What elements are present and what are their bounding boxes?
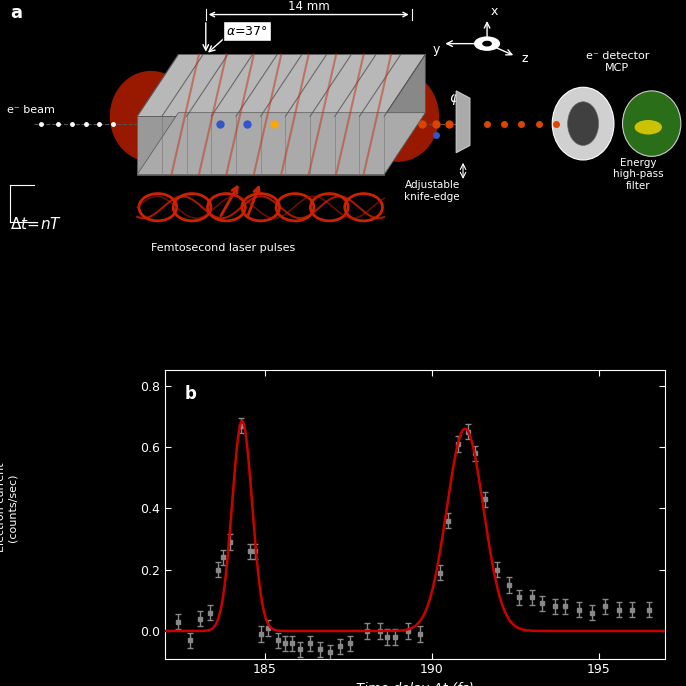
- Polygon shape: [137, 55, 425, 117]
- Ellipse shape: [623, 91, 681, 156]
- Text: e⁻ beam: e⁻ beam: [7, 105, 55, 115]
- Ellipse shape: [110, 71, 192, 162]
- Text: x: x: [490, 5, 498, 18]
- Text: y: y: [432, 43, 440, 56]
- Circle shape: [475, 37, 499, 50]
- Text: $\Delta t\!=\!nT$: $\Delta t\!=\!nT$: [10, 216, 62, 232]
- Circle shape: [483, 41, 491, 46]
- Polygon shape: [456, 91, 470, 153]
- Polygon shape: [384, 55, 425, 174]
- Text: a: a: [10, 4, 22, 22]
- Ellipse shape: [552, 87, 614, 160]
- Text: Energy
high-pass
filter: Energy high-pass filter: [613, 158, 663, 191]
- X-axis label: Time delay Δt (fs): Time delay Δt (fs): [356, 682, 474, 686]
- Text: Femtosecond laser pulses: Femtosecond laser pulses: [151, 243, 295, 253]
- Text: Adjustable
knife-edge: Adjustable knife-edge: [404, 180, 460, 202]
- Text: b: b: [185, 385, 197, 403]
- Polygon shape: [137, 117, 384, 174]
- Text: $\alpha$=37°: $\alpha$=37°: [226, 25, 268, 38]
- Text: e⁻ detector
MCP: e⁻ detector MCP: [586, 51, 649, 73]
- Text: z: z: [521, 52, 528, 64]
- Ellipse shape: [357, 71, 439, 162]
- Text: Electron current
(counts/sec): Electron current (counts/sec): [0, 463, 18, 552]
- Text: $\varphi$: $\varphi$: [449, 92, 460, 107]
- Circle shape: [635, 120, 662, 134]
- Ellipse shape: [567, 102, 598, 145]
- Text: 14 mm: 14 mm: [288, 0, 329, 13]
- Polygon shape: [137, 113, 425, 174]
